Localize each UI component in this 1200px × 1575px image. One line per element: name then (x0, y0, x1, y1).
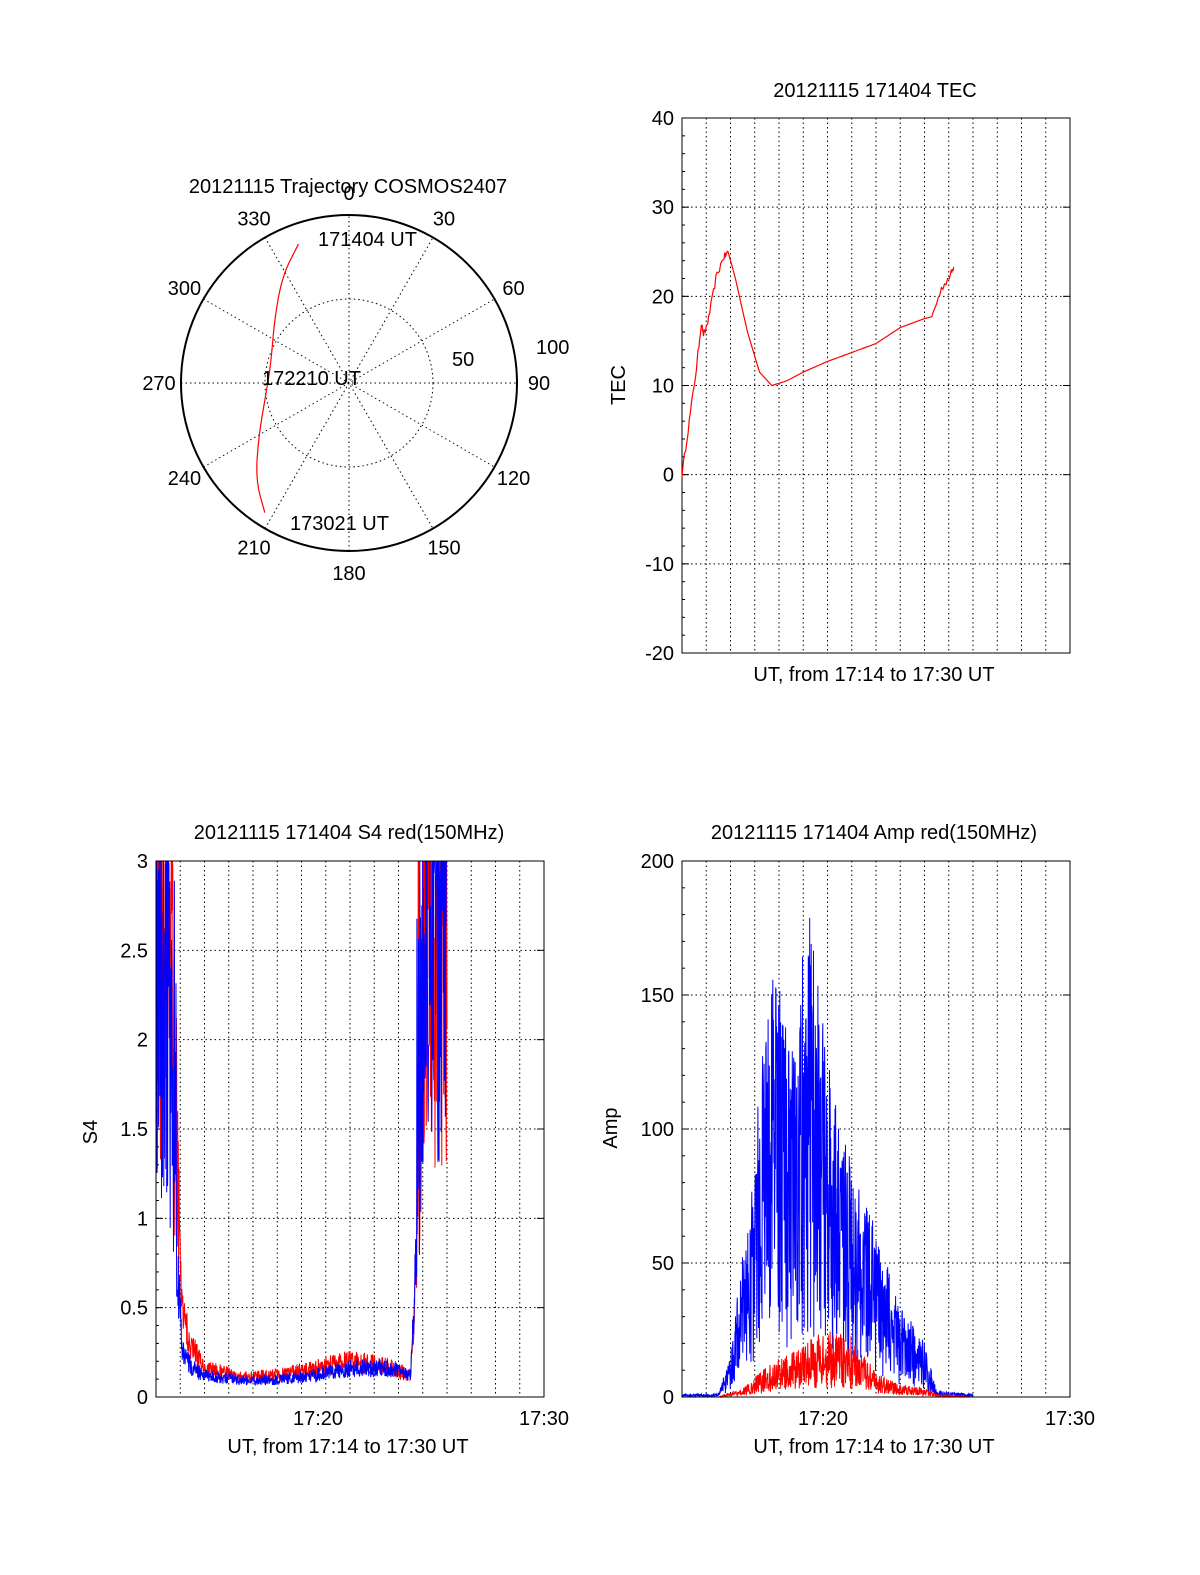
y-tick-label: 0 (663, 1387, 674, 1409)
annotation-mid-time: 172210 UT (262, 368, 361, 390)
tec-grid (682, 117, 1070, 654)
y-tick-label: -10 (645, 554, 674, 576)
y-tick-label: 200 (641, 851, 674, 873)
polar-spoke (264, 237, 434, 529)
amp-plot-frame (681, 860, 1071, 1398)
azimuth-label: 60 (502, 278, 524, 300)
azimuth-label: 30 (433, 208, 455, 230)
y-tick-label: 1 (137, 1208, 148, 1230)
tec-title: 20121115 171404 TEC (773, 80, 977, 102)
azimuth-label: 90 (528, 373, 550, 395)
azimuth-label: 120 (497, 468, 530, 490)
amp-y-tick-labels: 200 150 100 50 0 (641, 851, 674, 1409)
y-tick-label: 10 (652, 376, 674, 398)
azimuth-label: 210 (237, 538, 270, 560)
y-tick-label: 40 (652, 108, 674, 130)
azimuth-label: 180 (332, 563, 365, 585)
tec-chart: 20121115 171404 TEC 40 30 20 10 0 -10 -20 UT, … (608, 80, 1071, 686)
y-tick-label: 0.5 (120, 1298, 148, 1320)
azimuth-label: 0 (343, 183, 354, 205)
radial-label-100: 100 (536, 337, 569, 359)
trajectory-line (256, 243, 299, 513)
amp-title: 20121115 171404 Amp red(150MHz) (711, 822, 1037, 844)
s4-chart: 20121115 171404 S4 red(150MHz) 3 2.5 2 1.5 1… (80, 822, 569, 1458)
series-red-line (682, 1331, 973, 1399)
azimuth-label: 150 (427, 538, 460, 560)
s4-xtick-1730: 17:30 (519, 1408, 569, 1430)
series-blue-line (681, 917, 974, 1399)
amp-xlabel: UT, from 17:14 to 17:30 UT (753, 1436, 994, 1458)
y-tick-label: 30 (652, 197, 674, 219)
s4-series (155, 860, 448, 1386)
y-tick-label: 2 (137, 1030, 148, 1052)
y-tick-label: 0 (663, 465, 674, 487)
y-tick-label: 150 (641, 985, 674, 1007)
series-red-line (155, 860, 448, 1383)
s4-plot-frame (155, 860, 545, 1398)
polar-title: 20121115 Trajectory COSMOS2407 (189, 176, 507, 198)
y-tick-label: 20 (652, 286, 674, 308)
s4-grid (156, 860, 544, 1398)
tec-xlabel: UT, from 17:14 to 17:30 UT (753, 664, 994, 686)
amp-ylabel: Amp (600, 1107, 622, 1148)
azimuth-label: 240 (168, 468, 201, 490)
y-tick-label: 1.5 (120, 1119, 148, 1141)
s4-ylabel: S4 (80, 1120, 102, 1144)
amp-xtick-1720: 17:20 (798, 1408, 848, 1430)
amp-series (681, 917, 974, 1399)
tec-ylabel: TEC (608, 365, 630, 405)
amp-xtick-1730: 17:30 (1045, 1408, 1095, 1430)
y-tick-label: 0 (137, 1387, 148, 1409)
series-blue-line (155, 860, 447, 1386)
y-tick-label: 100 (641, 1119, 674, 1141)
s4-xtick-1720: 17:20 (293, 1408, 343, 1430)
amp-chart: 20121115 171404 Amp red(150MHz) 200 150 10… (600, 822, 1095, 1458)
radial-label-50: 50 (452, 349, 474, 371)
s4-y-tick-labels: 3 2.5 2 1.5 1 0.5 0 (120, 851, 148, 1409)
y-tick-label: -20 (645, 643, 674, 665)
annotation-end-time: 173021 UT (290, 513, 389, 535)
azimuth-label: 300 (168, 278, 201, 300)
s4-xlabel: UT, from 17:14 to 17:30 UT (227, 1436, 468, 1458)
tec-series-line (681, 250, 955, 478)
y-tick-label: 50 (652, 1253, 674, 1275)
azimuth-label: 270 (142, 373, 175, 395)
s4-title: 20121115 171404 S4 red(150MHz) (194, 822, 505, 844)
polar-azimuth-labels: 0 30 60 90 120 150 180 210 240 270 300 330 (142, 183, 550, 585)
y-tick-label: 2.5 (120, 940, 148, 962)
annotation-start-time: 171404 UT (318, 229, 417, 251)
polar-grid (180, 214, 518, 552)
tec-y-tick-labels: 40 30 20 10 0 -10 -20 (645, 108, 674, 665)
polar-chart: 20121115 Trajectory COSMOS2407 0 30 60 90 12… (142, 176, 569, 585)
y-tick-label: 3 (137, 851, 148, 873)
azimuth-label: 330 (237, 208, 270, 230)
